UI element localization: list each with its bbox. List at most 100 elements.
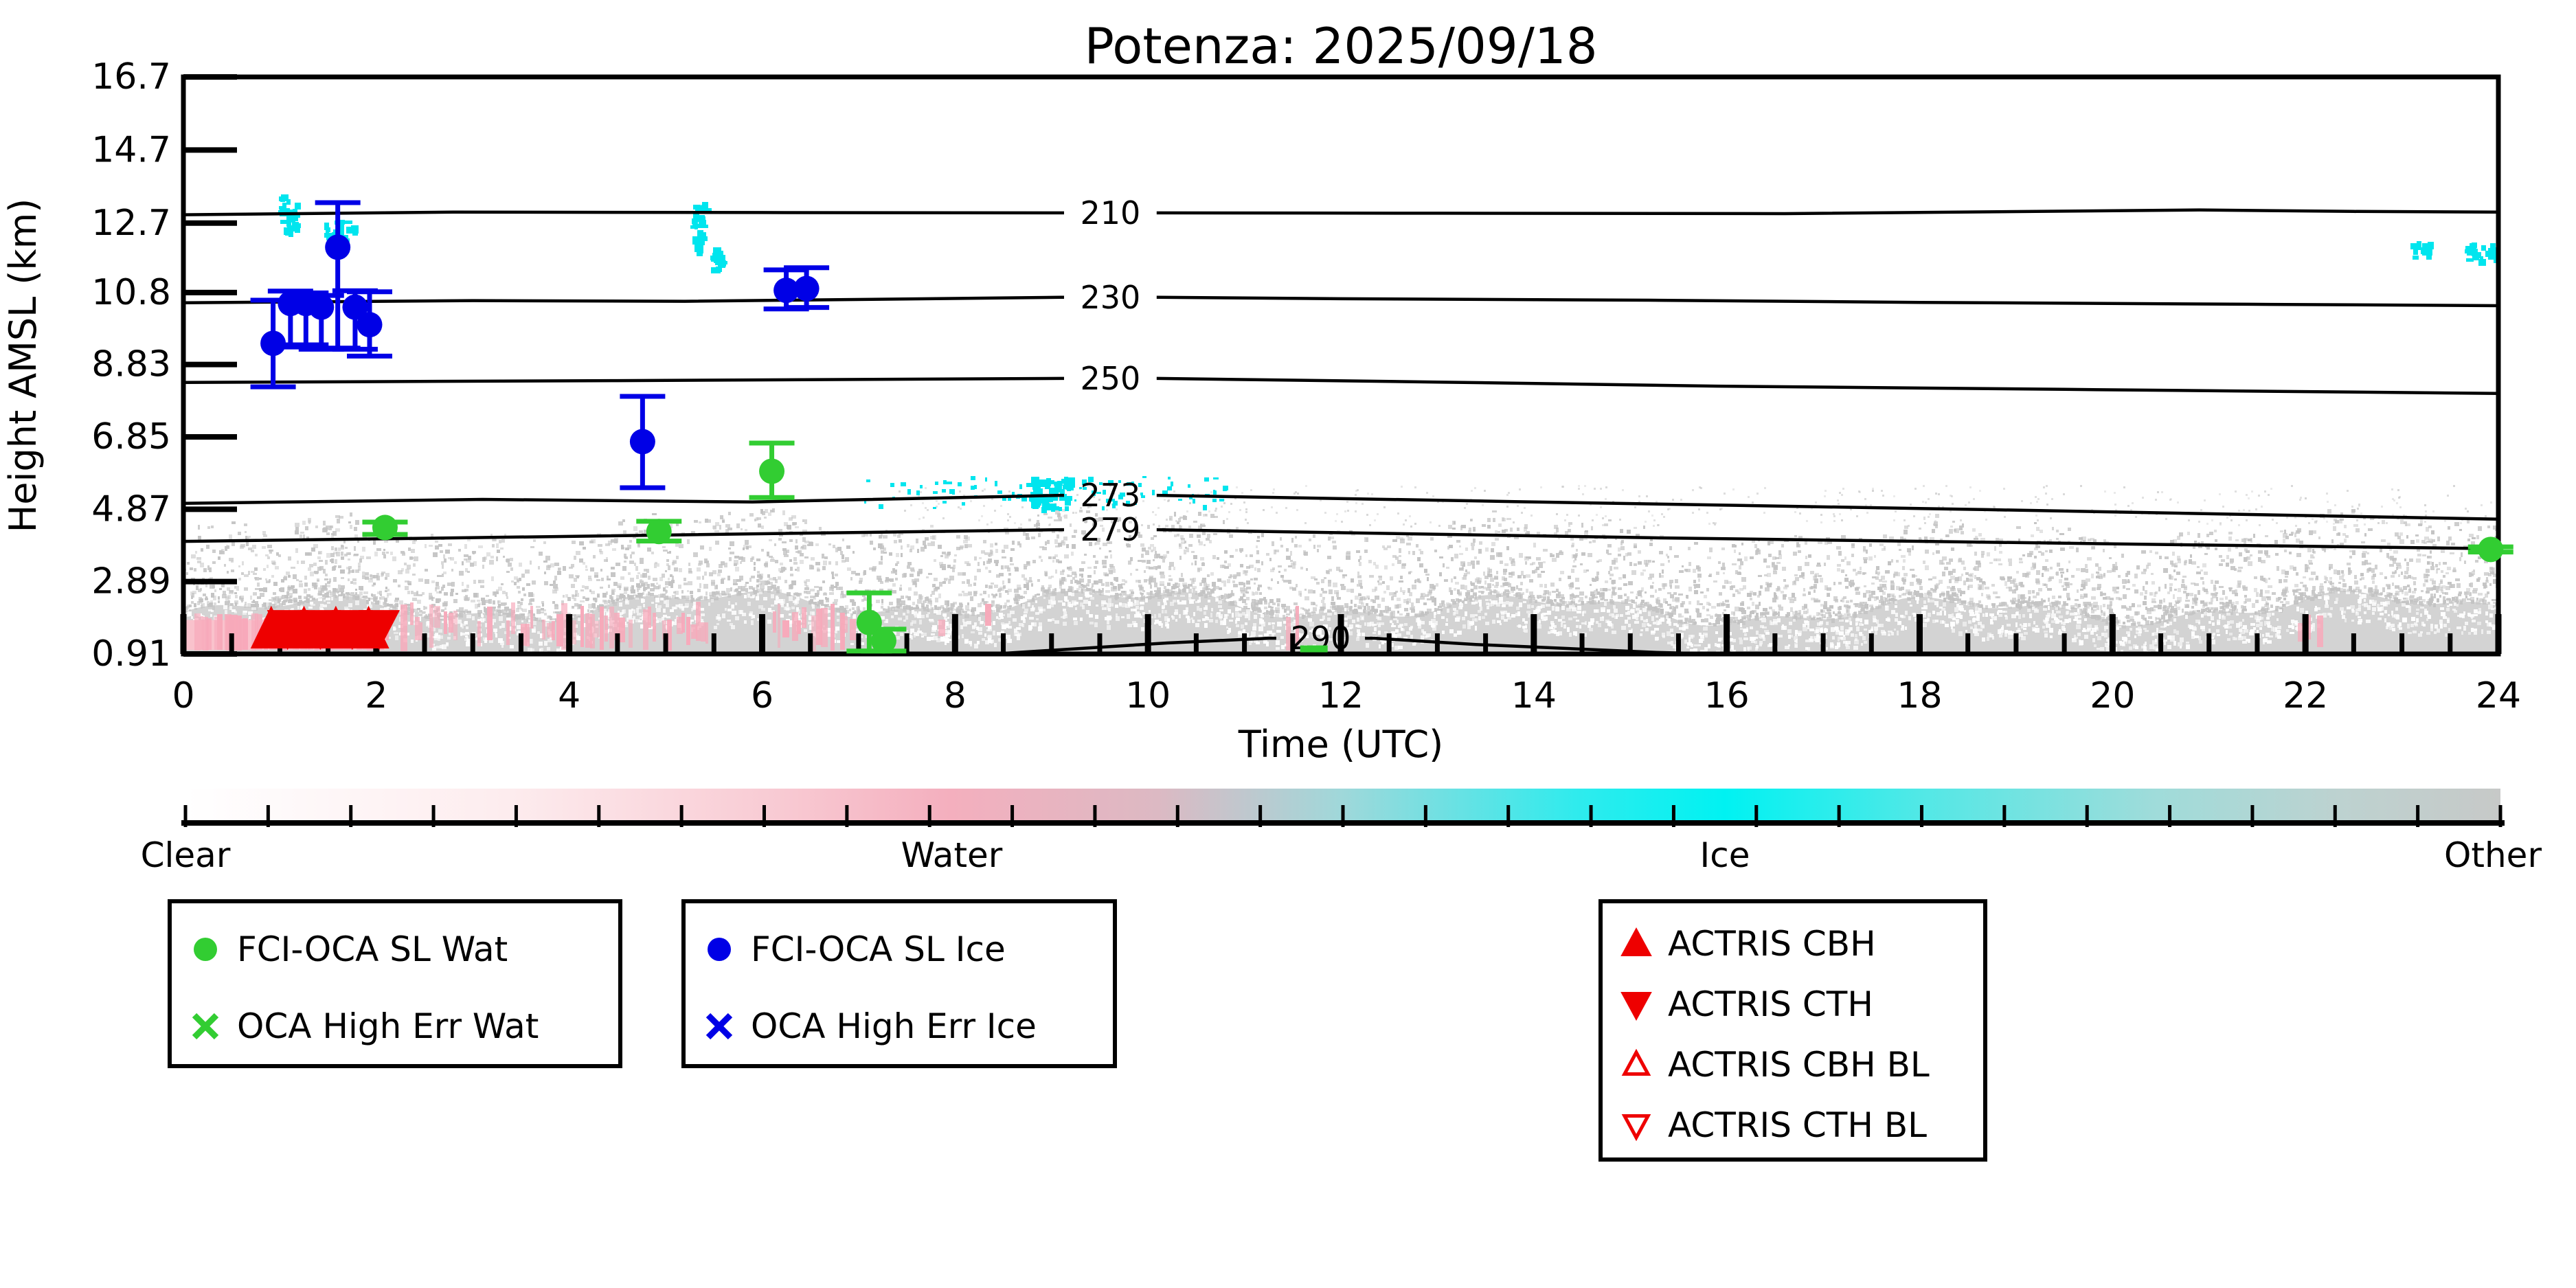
legend-label: ACTRIS CBH bbox=[1668, 924, 1876, 964]
ice-class-patch bbox=[1030, 484, 1035, 487]
ice-class-speckle bbox=[1059, 507, 1062, 511]
ice-class-patch bbox=[2478, 259, 2486, 266]
ice-class-speckle bbox=[1074, 499, 1076, 501]
data-points bbox=[250, 200, 2513, 654]
ice-class-speckle bbox=[949, 489, 955, 494]
water-streak bbox=[571, 620, 576, 644]
ice-class-speckle bbox=[933, 507, 936, 509]
water-streak bbox=[845, 616, 848, 633]
legend-marker-x bbox=[705, 1013, 733, 1040]
y-tick-label: 14.7 bbox=[91, 129, 171, 170]
ice-class-speckle bbox=[1142, 476, 1146, 478]
legend-marker-triangle-up-open bbox=[1621, 1048, 1651, 1076]
temperature-contour-210 bbox=[1156, 208, 2499, 216]
chart-title: Potenza: 2025/09/18 bbox=[1084, 17, 1597, 75]
ice-class-patch bbox=[289, 210, 293, 214]
fci-oca-sl-ice-point bbox=[629, 429, 655, 455]
water-streak bbox=[429, 605, 433, 648]
water-streak bbox=[506, 620, 510, 645]
temperature-contour-210 bbox=[183, 210, 1064, 216]
ice-class-patch bbox=[693, 212, 699, 219]
ice-class-patch bbox=[699, 215, 705, 221]
ice-class-speckle bbox=[920, 485, 923, 488]
ice-class-speckle bbox=[1046, 484, 1050, 489]
ice-class-speckle bbox=[1204, 477, 1209, 482]
ice-class-patch bbox=[346, 221, 352, 224]
ice-class-speckle bbox=[1140, 493, 1143, 495]
ice-class-patch bbox=[695, 209, 702, 212]
ice-class-speckle bbox=[1108, 480, 1114, 485]
ice-class-patch bbox=[1029, 495, 1036, 501]
fci-oca-sl-ice-point bbox=[260, 330, 286, 357]
ice-class-patch bbox=[1034, 495, 1040, 503]
water-streak bbox=[2317, 615, 2323, 647]
water-streak bbox=[1296, 606, 1299, 646]
ice-class-speckle bbox=[1052, 495, 1058, 501]
ice-class-patch bbox=[1065, 486, 1070, 490]
ice-class-patch bbox=[716, 267, 722, 272]
fci-oca-sl-wat-point bbox=[372, 515, 398, 541]
water-streak bbox=[552, 621, 555, 640]
water-streak bbox=[696, 602, 701, 641]
temperature-contour-230 bbox=[1156, 295, 2499, 308]
fci-oca-sl-wat-point bbox=[2478, 536, 2504, 563]
ice-class-patch bbox=[295, 203, 301, 210]
water-streak bbox=[595, 621, 599, 637]
actris-cth-marker bbox=[267, 610, 308, 651]
ice-class-patch bbox=[2422, 243, 2428, 248]
water-streak bbox=[778, 604, 780, 648]
y-tick-label: 12.7 bbox=[91, 203, 171, 244]
temperature-contour-279 bbox=[183, 528, 1064, 543]
ice-class-speckle bbox=[1026, 483, 1032, 487]
ice-class-patch bbox=[341, 235, 348, 238]
x-tick-label: 20 bbox=[2090, 675, 2135, 716]
ice-class-patch bbox=[721, 261, 727, 264]
water-streak bbox=[453, 611, 457, 640]
water-streak bbox=[619, 618, 625, 642]
ice-class-patch bbox=[710, 256, 715, 260]
ice-class-speckle bbox=[1162, 490, 1168, 496]
ice-class-patch bbox=[1054, 485, 1062, 493]
ice-class-patch bbox=[2426, 248, 2432, 256]
ice-class-patch bbox=[284, 208, 290, 216]
x-tick-label: 0 bbox=[172, 675, 194, 716]
fci-oca-sl-ice-point bbox=[773, 278, 800, 304]
ice-class-patch bbox=[1031, 502, 1039, 508]
water-streak bbox=[590, 614, 595, 648]
water-streak bbox=[487, 607, 493, 640]
ice-class-patch bbox=[2467, 250, 2474, 256]
ice-class-patch bbox=[1065, 506, 1069, 511]
ice-class-patch bbox=[1040, 495, 1043, 501]
ice-class-patch bbox=[1059, 494, 1067, 501]
ice-class-patch bbox=[1067, 477, 1075, 484]
fci-oca-sl-wat-point bbox=[646, 519, 672, 545]
ice-class-speckle bbox=[1079, 487, 1082, 489]
ice-class-speckle bbox=[864, 499, 866, 504]
water-streak bbox=[1286, 617, 1291, 651]
water-streak bbox=[648, 607, 651, 628]
plot-border bbox=[181, 74, 2501, 657]
ice-class-speckle bbox=[1138, 483, 1142, 487]
water-streak bbox=[662, 620, 666, 640]
colorbar-label-other: Other bbox=[2444, 835, 2542, 875]
water-streak bbox=[802, 607, 806, 628]
legend-label: ACTRIS CTH bbox=[1668, 984, 1873, 1024]
ice-class-speckle bbox=[1188, 484, 1190, 488]
water-streak bbox=[811, 615, 816, 651]
water-streak bbox=[840, 613, 845, 650]
water-streak bbox=[850, 619, 856, 640]
ice-class-patch bbox=[1063, 482, 1069, 488]
ice-class-patch bbox=[286, 220, 291, 227]
legend-label: FCI-OCA SL Wat bbox=[237, 929, 508, 969]
water-streak bbox=[686, 617, 690, 645]
legends: FCI-OCA SL Wat OCA High Err Wat FCI-OCA SL… bbox=[168, 899, 1987, 1162]
legend-box bbox=[1598, 899, 1987, 1162]
water-streak bbox=[773, 611, 776, 633]
ice-class-patch bbox=[2426, 253, 2432, 260]
ice-class-speckle bbox=[958, 482, 962, 486]
water-streak bbox=[580, 606, 584, 647]
colorbar-label-ice: Ice bbox=[1700, 835, 1750, 875]
ice-class-speckle bbox=[1213, 477, 1219, 479]
ice-class-speckle bbox=[1171, 482, 1173, 486]
